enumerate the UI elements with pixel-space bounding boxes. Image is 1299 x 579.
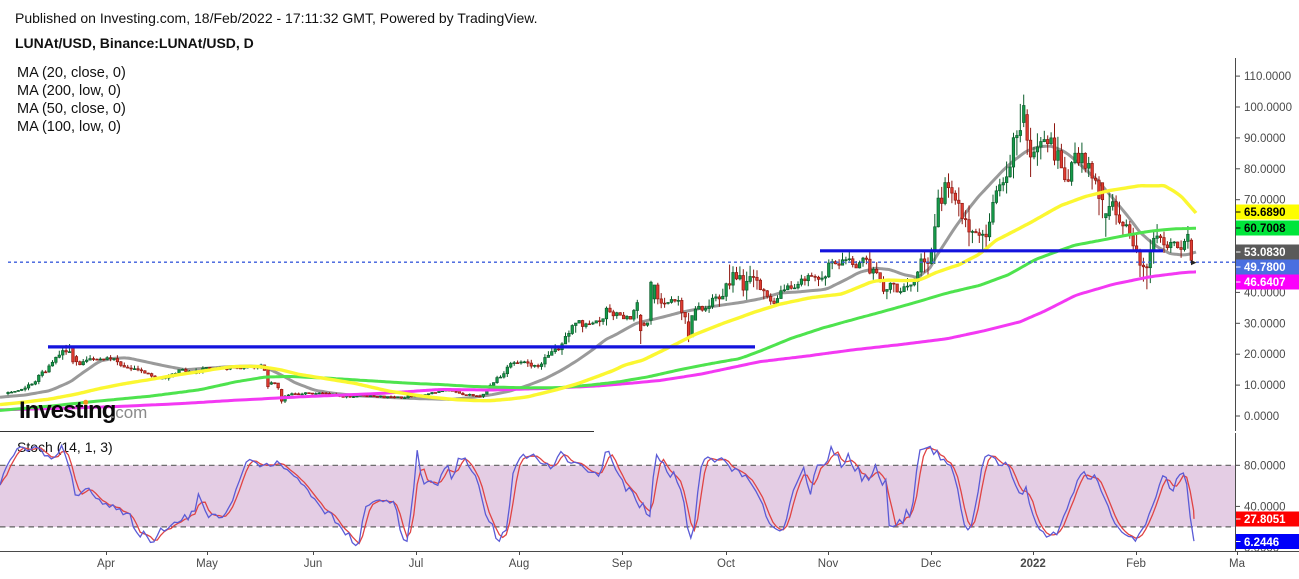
svg-text:MA (100, low, 0): MA (100, low, 0) [17, 119, 121, 135]
svg-text:90.0000: 90.0000 [1244, 133, 1286, 145]
svg-text:Investıng: Investıng [19, 397, 116, 424]
svg-text:.com: .com [111, 403, 148, 422]
svg-text:May: May [196, 558, 218, 570]
svg-text:40.0000: 40.0000 [1244, 501, 1286, 513]
svg-text:27.8051: 27.8051 [1244, 514, 1286, 526]
svg-text:46.6407: 46.6407 [1244, 277, 1286, 289]
svg-text:MA (200, low, 0): MA (200, low, 0) [17, 83, 121, 99]
svg-text:6.2446: 6.2446 [1244, 537, 1279, 549]
svg-text:MA (50, close, 0): MA (50, close, 0) [17, 101, 126, 117]
svg-text:100.0000: 100.0000 [1244, 102, 1292, 114]
svg-text:49.7800: 49.7800 [1244, 262, 1286, 274]
svg-text:Stoch (14, 1, 3): Stoch (14, 1, 3) [17, 439, 113, 455]
svg-text:Jun: Jun [304, 558, 323, 570]
svg-text:65.6890: 65.6890 [1244, 207, 1286, 219]
svg-text:30.0000: 30.0000 [1244, 318, 1286, 330]
svg-text:110.0000: 110.0000 [1244, 71, 1291, 83]
svg-text:LUNAt/USD, Binance:LUNAt/USD,: LUNAt/USD, Binance:LUNAt/USD, D [15, 35, 254, 51]
svg-text:40.0000: 40.0000 [1244, 287, 1286, 299]
svg-text:MA (20, close, 0): MA (20, close, 0) [17, 65, 126, 81]
svg-text:53.0830: 53.0830 [1244, 247, 1286, 259]
svg-text:0.0000: 0.0000 [1244, 411, 1279, 423]
svg-text:Aug: Aug [509, 558, 529, 570]
svg-text:Ma: Ma [1229, 558, 1246, 570]
svg-text:10.0000: 10.0000 [1244, 380, 1286, 392]
svg-text:70.0000: 70.0000 [1244, 195, 1286, 207]
svg-text:Published on Investing.com, 18: Published on Investing.com, 18/Feb/2022 … [15, 10, 537, 26]
svg-text:80.0000: 80.0000 [1244, 164, 1286, 176]
svg-text:2022: 2022 [1020, 558, 1046, 570]
svg-text:Sep: Sep [612, 558, 632, 570]
svg-text:Feb: Feb [1126, 558, 1146, 570]
svg-text:60.7008: 60.7008 [1244, 223, 1286, 235]
svg-text:Apr: Apr [97, 558, 115, 570]
svg-text:80.0000: 80.0000 [1244, 460, 1286, 472]
svg-text:Dec: Dec [921, 558, 942, 570]
svg-text:Jul: Jul [409, 558, 424, 570]
svg-text:20.0000: 20.0000 [1244, 349, 1286, 361]
svg-text:Nov: Nov [818, 558, 839, 570]
svg-text:Oct: Oct [717, 558, 736, 570]
